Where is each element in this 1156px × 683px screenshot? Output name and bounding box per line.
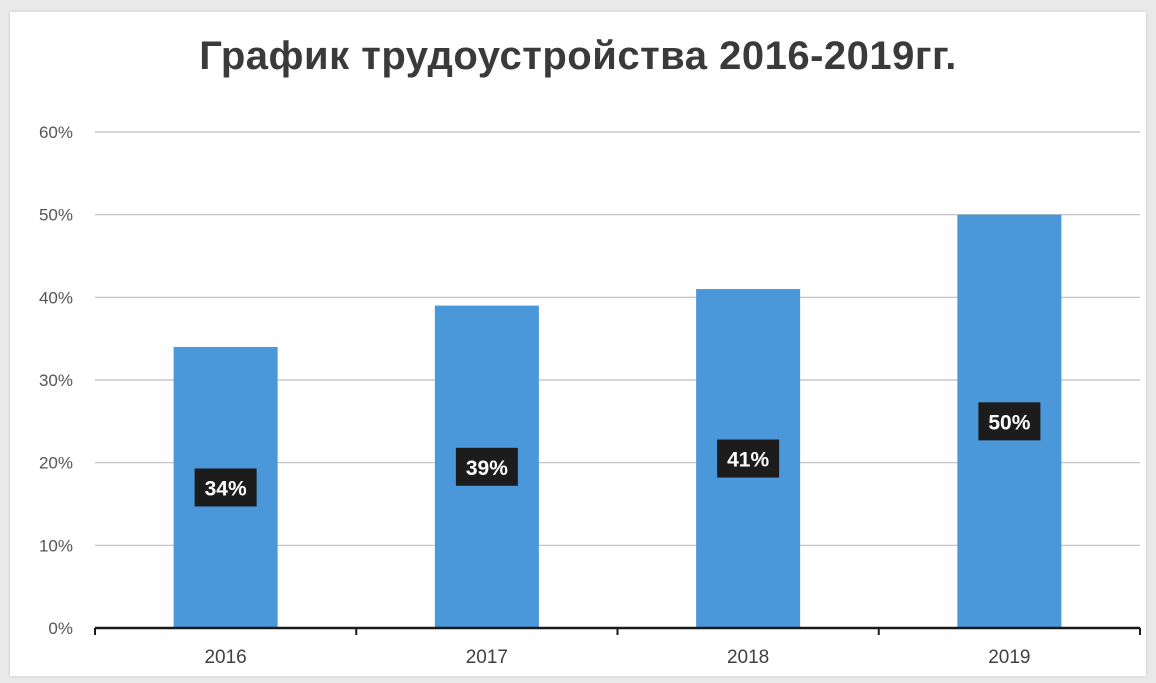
y-tick-label: 20% [39, 454, 73, 473]
data-label-box [194, 468, 257, 507]
y-tick-label: 0% [48, 619, 73, 638]
y-tick-label: 50% [39, 206, 73, 225]
data-label: 41% [727, 449, 769, 472]
data-label: 34% [205, 477, 247, 500]
x-tick-label: 2017 [466, 647, 508, 668]
y-tick-label: 60% [39, 123, 73, 142]
data-label-box [717, 439, 780, 478]
y-tick-label: 10% [39, 536, 73, 555]
x-tick-label: 2019 [988, 647, 1030, 668]
x-tick-label: 2018 [727, 647, 769, 668]
y-tick-label: 40% [39, 288, 73, 307]
data-label-box [978, 402, 1041, 441]
x-tick-label: 2016 [204, 647, 246, 668]
data-label: 39% [466, 457, 508, 480]
data-label: 50% [988, 411, 1030, 434]
chart-title: График трудоустройства 2016-2019гг. [199, 34, 957, 78]
y-tick-label: 30% [39, 371, 73, 390]
data-label-box [455, 447, 518, 486]
